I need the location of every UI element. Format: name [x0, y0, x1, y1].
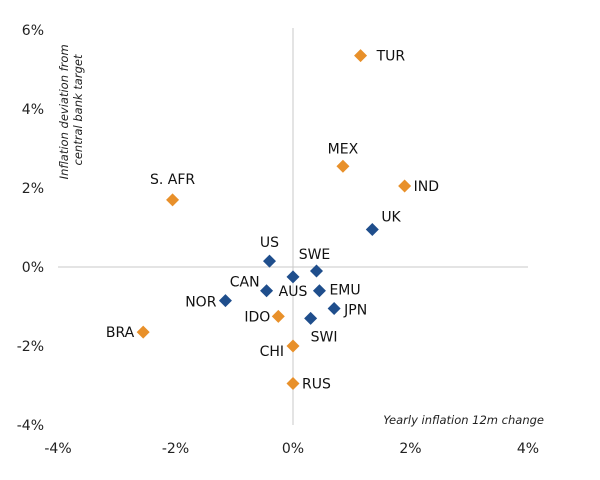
point-tur	[354, 49, 368, 63]
axes	[58, 28, 528, 425]
label-s-afr: S. AFR	[150, 172, 195, 188]
x-tick-label: 4%	[517, 441, 539, 457]
label-nor: NOR	[185, 295, 216, 311]
label-aus: AUS	[279, 284, 308, 300]
point-bra	[136, 325, 150, 339]
label-rus: RUS	[302, 377, 331, 393]
y-tick-label: 4%	[22, 102, 44, 118]
point-nor	[218, 294, 232, 308]
x-tick-label: 2%	[399, 441, 421, 457]
x-axis-title: Yearly inflation 12m change	[383, 413, 544, 427]
point-can	[260, 284, 274, 298]
point-ido	[271, 309, 285, 323]
point-aus	[286, 270, 300, 284]
label-emu: EMU	[329, 283, 360, 299]
y-axis-title-line-1: Inflation deviation from	[57, 44, 71, 179]
label-ido: IDO	[244, 309, 270, 325]
y-tick-label: 0%	[22, 260, 44, 276]
data-points	[136, 49, 412, 391]
point-mex	[336, 159, 350, 173]
point-chi	[286, 339, 300, 353]
label-swi: SWI	[311, 329, 338, 345]
label-tur: TUR	[376, 49, 406, 65]
y-tick-label: 2%	[22, 181, 44, 197]
y-axis-title-line-2: central bank target	[71, 54, 85, 165]
point-emu	[312, 284, 326, 298]
point-uk	[365, 222, 379, 236]
point-ind	[398, 179, 412, 193]
label-us: US	[260, 235, 279, 251]
label-mex: MEX	[328, 141, 359, 157]
point-jpn	[327, 301, 341, 315]
label-chi: CHI	[260, 344, 284, 360]
point-swe	[310, 264, 323, 278]
data-labels: TUR MEX IND S. AFR IDO BRA CHI RUS UK US SWE AUS EMU…	[106, 49, 439, 393]
label-can: CAN	[230, 275, 260, 291]
label-bra: BRA	[106, 325, 135, 341]
label-swe: SWE	[299, 247, 331, 263]
point-rus	[286, 377, 300, 391]
point-swi	[304, 311, 318, 325]
label-ind: IND	[414, 179, 439, 195]
tick-labels: -4% -2% 0% 2% 4% 6% -4% -2% 0% 2% 4%	[17, 23, 539, 457]
y-tick-label: -2%	[17, 339, 44, 355]
x-tick-label: -4%	[44, 441, 71, 457]
label-jpn: JPN	[343, 302, 367, 318]
x-tick-label: -2%	[162, 441, 189, 457]
y-tick-label: -4%	[17, 418, 44, 434]
y-tick-label: 6%	[22, 23, 44, 39]
x-tick-label: 0%	[282, 441, 304, 457]
label-uk: UK	[381, 209, 401, 225]
y-axis-title: Inflation deviation from central bank ta…	[57, 41, 85, 180]
point-s-afr	[166, 193, 180, 207]
point-us	[263, 254, 276, 268]
